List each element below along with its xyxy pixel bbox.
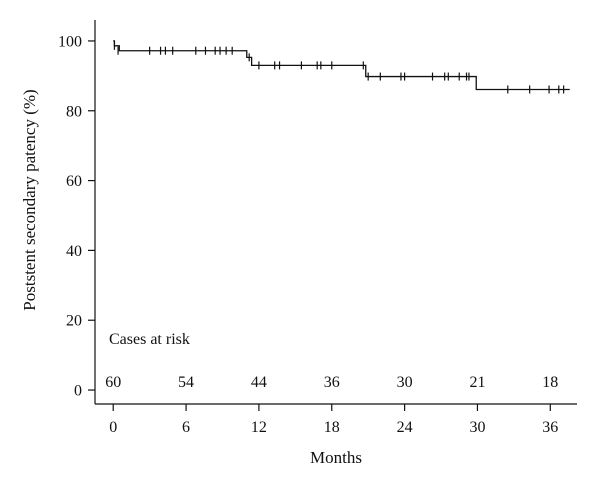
y-tick-label: 60 (66, 173, 82, 190)
risk-count: 21 (469, 374, 485, 391)
survival-curve (113, 40, 570, 91)
y-tick-label: 80 (66, 103, 82, 120)
x-tick-label: 24 (397, 419, 413, 436)
y-tick-label: 40 (66, 243, 82, 260)
risk-count: 54 (178, 374, 194, 391)
x-tick-label: 18 (324, 419, 340, 436)
risk-count: 36 (324, 374, 340, 391)
risk-table-title: Cases at risk (109, 331, 190, 348)
x-tick-label: 12 (251, 419, 267, 436)
risk-count: 44 (251, 374, 267, 391)
x-tick-label: 30 (469, 419, 485, 436)
risk-count: 18 (542, 374, 558, 391)
y-tick-label: 20 (66, 313, 82, 330)
axis-titles: Months Poststent secondary patency (%) (20, 89, 362, 467)
risk-count: 60 (105, 374, 121, 391)
survival-curve-group (113, 40, 570, 91)
y-tick-label: 0 (74, 383, 82, 400)
risk-count: 30 (397, 374, 413, 391)
y-tick-label: 100 (58, 33, 82, 50)
censor-marks-group (113, 41, 565, 94)
y-axis-title: Poststent secondary patency (%) (20, 89, 39, 310)
x-tick-label: 36 (542, 419, 558, 436)
x-tick-label: 0 (109, 419, 117, 436)
risk-table: Cases at risk 60 54 44 36 30 21 18 (105, 331, 558, 391)
axes: 0 6 12 18 24 30 36 0 20 40 60 80 100 (58, 20, 577, 436)
x-axis-title: Months (310, 448, 362, 467)
x-tick-label: 6 (182, 419, 190, 436)
